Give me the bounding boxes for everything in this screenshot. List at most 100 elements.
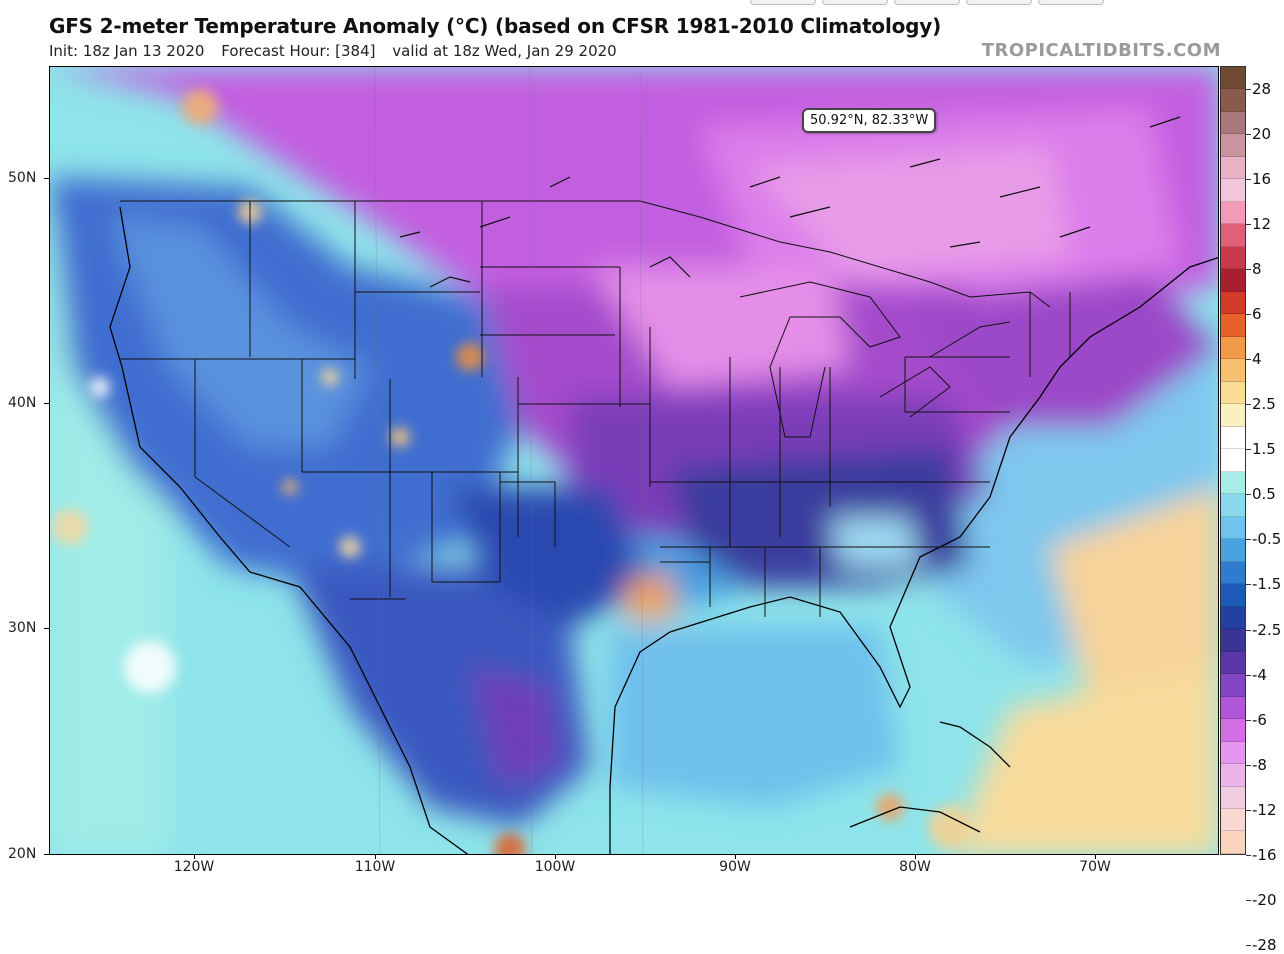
lon-label: 100W — [534, 859, 576, 875]
lon-tick — [1095, 855, 1096, 859]
lat-label: 20N — [8, 846, 37, 862]
color-scale-tick — [1246, 404, 1251, 406]
color-scale-label: -20 — [1252, 891, 1277, 910]
color-scale-tick — [1246, 584, 1251, 586]
color-scale-cell — [1221, 561, 1245, 585]
color-scale-cell — [1221, 831, 1245, 854]
color-scale-tick — [1246, 764, 1251, 766]
lon-label: 90W — [719, 859, 751, 875]
color-scale-cell — [1221, 111, 1245, 135]
color-scale-tick — [1246, 359, 1251, 361]
top-tab[interactable] — [1038, 0, 1104, 5]
color-scale-label: 20 — [1252, 124, 1272, 143]
color-scale-cell — [1221, 291, 1245, 315]
map-title: GFS 2-meter Temperature Anomaly (°C) (ba… — [49, 14, 942, 38]
color-scale-cell — [1221, 156, 1245, 180]
lat-tick — [44, 178, 49, 179]
lon-tick — [555, 855, 556, 859]
lon-tick — [915, 855, 916, 859]
lon-label: 120W — [173, 859, 215, 875]
lon-tick — [375, 855, 376, 859]
color-scale-cell — [1221, 426, 1245, 450]
color-scale-label: -12 — [1252, 800, 1277, 819]
top-tab[interactable] — [894, 0, 960, 5]
color-scale-cell — [1221, 674, 1245, 697]
init-time: Init: 18z Jan 13 2020 — [49, 42, 205, 60]
color-scale-label: -1.5 — [1252, 575, 1282, 594]
color-scale-tick — [1246, 945, 1251, 947]
color-scale-tick — [1246, 629, 1251, 631]
color-scale-tick — [1246, 223, 1251, 225]
color-scale-label: -8 — [1252, 755, 1267, 774]
lat-label: 40N — [8, 395, 37, 411]
color-scale-tick — [1246, 855, 1251, 856]
top-tab[interactable] — [750, 0, 816, 5]
color-scale-cell — [1221, 359, 1245, 382]
site-credit: TROPICALTIDBITS.COM — [981, 40, 1221, 61]
lon-label: 70W — [1079, 859, 1111, 875]
color-scale-cell — [1221, 584, 1245, 607]
color-scale-cell — [1221, 314, 1245, 337]
color-scale-cell — [1221, 67, 1245, 90]
lat-label: 50N — [8, 170, 37, 186]
color-scale-cell — [1221, 89, 1245, 112]
color-scale-tick — [1246, 809, 1251, 811]
lon-label: 110W — [354, 859, 396, 875]
color-scale-cell — [1221, 764, 1245, 787]
color-scale-cell — [1221, 471, 1245, 495]
top-tab[interactable] — [822, 0, 888, 5]
color-scale-tick — [1246, 719, 1251, 721]
color-scale-label: 0.5 — [1252, 485, 1276, 504]
color-scale-tick — [1246, 178, 1251, 180]
lon-label: 80W — [899, 859, 931, 875]
lon-tick — [194, 855, 195, 859]
color-scale-cell — [1221, 201, 1245, 225]
color-scale-cell — [1221, 651, 1245, 675]
color-scale-label: -4 — [1252, 665, 1267, 684]
color-scale-tick — [1246, 674, 1251, 676]
color-scale-label: 8 — [1252, 259, 1262, 278]
color-scale-tick — [1246, 313, 1251, 315]
color-scale-cell — [1221, 269, 1245, 292]
color-scale-cell — [1221, 134, 1245, 157]
color-scale-cell — [1221, 719, 1245, 742]
color-scale-tick — [1246, 88, 1251, 90]
forecast-hour: Forecast Hour: [384] — [221, 42, 376, 60]
top-tab[interactable] — [966, 0, 1032, 5]
color-scale-cell — [1221, 606, 1245, 630]
color-scale-cell — [1221, 404, 1245, 427]
color-scale-tick — [1246, 268, 1251, 270]
color-scale-tick — [1246, 900, 1251, 902]
map-subtitle: Init: 18z Jan 13 2020 Forecast Hour: [38… — [49, 42, 629, 60]
color-scale-label: -16 — [1252, 846, 1277, 864]
color-scale-label: -0.5 — [1252, 530, 1282, 549]
color-scale-cell — [1221, 808, 1245, 832]
color-scale-label: 16 — [1252, 169, 1272, 188]
color-scale-label: -28 — [1252, 936, 1277, 954]
color-scale-tick — [1246, 449, 1251, 451]
color-scale-cell — [1221, 179, 1245, 202]
lon-tick — [735, 855, 736, 859]
color-scale-label: 2.5 — [1252, 395, 1276, 414]
color-scale-cell — [1221, 696, 1245, 720]
color-scale-tick — [1246, 133, 1251, 135]
lat-tick — [44, 628, 49, 629]
lat-tick — [44, 403, 49, 404]
color-scale-tick — [1246, 494, 1251, 496]
color-scale-tick — [1246, 539, 1251, 541]
color-scale-cell — [1221, 381, 1245, 405]
color-scale-cell — [1221, 224, 1245, 247]
anomaly-map[interactable] — [49, 66, 1219, 855]
color-scale-cell — [1221, 246, 1245, 270]
valid-time: valid at 18z Wed, Jan 29 2020 — [392, 42, 617, 60]
color-scale-label: -6 — [1252, 710, 1267, 729]
top-tab-strip — [750, 0, 1104, 6]
color-scale-label: 4 — [1252, 350, 1262, 369]
color-scale-bar — [1220, 66, 1246, 855]
lat-tick — [44, 854, 49, 855]
color-scale-cell — [1221, 336, 1245, 360]
color-scale-cell — [1221, 494, 1245, 517]
coordinate-tooltip: 50.92°N, 82.33°W — [802, 108, 937, 133]
color-scale-label: 28 — [1252, 79, 1272, 98]
color-scale-cell — [1221, 539, 1245, 562]
